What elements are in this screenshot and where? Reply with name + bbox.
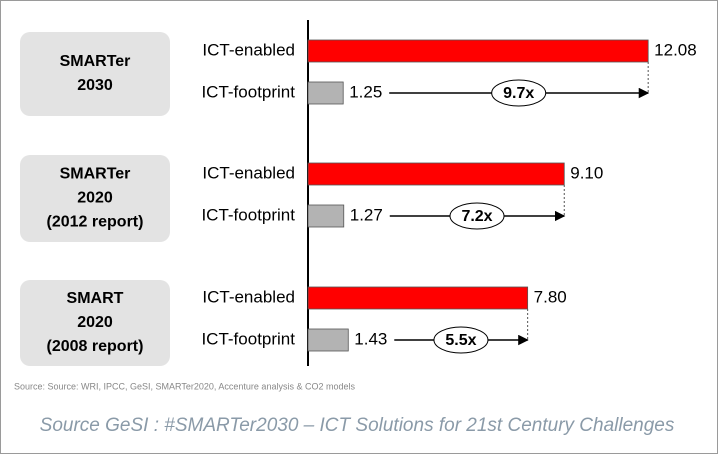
- bar: [307, 328, 349, 352]
- bar: [307, 204, 345, 228]
- category-label: SMART: [67, 290, 124, 307]
- category-label: (2012 report): [47, 214, 144, 231]
- caption: Source GeSI : #SMARTer2030 – ICT Solutio…: [40, 415, 675, 436]
- value-label: 7.80: [534, 287, 567, 306]
- value-label: 1.43: [354, 329, 387, 348]
- annotation-bubble: [449, 202, 505, 230]
- value-label: 12.08: [654, 40, 697, 59]
- annotation: 5.5x: [445, 332, 476, 349]
- category-label: SMARTer: [60, 166, 131, 183]
- value-label: 1.25: [349, 82, 382, 101]
- annotation: 9.7x: [503, 85, 534, 102]
- annotation-bubble: [491, 79, 547, 107]
- bar: [307, 39, 649, 63]
- bar: [307, 286, 529, 310]
- category-label: SMARTer: [60, 53, 131, 70]
- bar: [307, 162, 565, 186]
- category-label: 2030: [77, 77, 113, 94]
- category-box: [20, 32, 170, 116]
- category-label: (2008 report): [47, 338, 144, 355]
- bar: [307, 81, 344, 105]
- row-label: ICT-enabled: [202, 287, 295, 306]
- category-box: [20, 155, 170, 242]
- category-label: 2020: [77, 190, 113, 207]
- value-label: 9.10: [570, 163, 603, 182]
- row-label: ICT-footprint: [201, 329, 295, 348]
- annotation-bubble: [433, 326, 489, 354]
- value-label: 1.27: [350, 205, 383, 224]
- category-label: 2020: [77, 314, 113, 331]
- row-label: ICT-footprint: [201, 82, 295, 101]
- category-box: [20, 280, 170, 366]
- row-label: ICT-enabled: [202, 40, 295, 59]
- annotation: 7.2x: [461, 208, 492, 225]
- source-note: Source: Source: WRI, IPCC, GeSI, SMARTer…: [14, 381, 355, 391]
- row-label: ICT-enabled: [202, 163, 295, 182]
- row-label: ICT-footprint: [201, 205, 295, 224]
